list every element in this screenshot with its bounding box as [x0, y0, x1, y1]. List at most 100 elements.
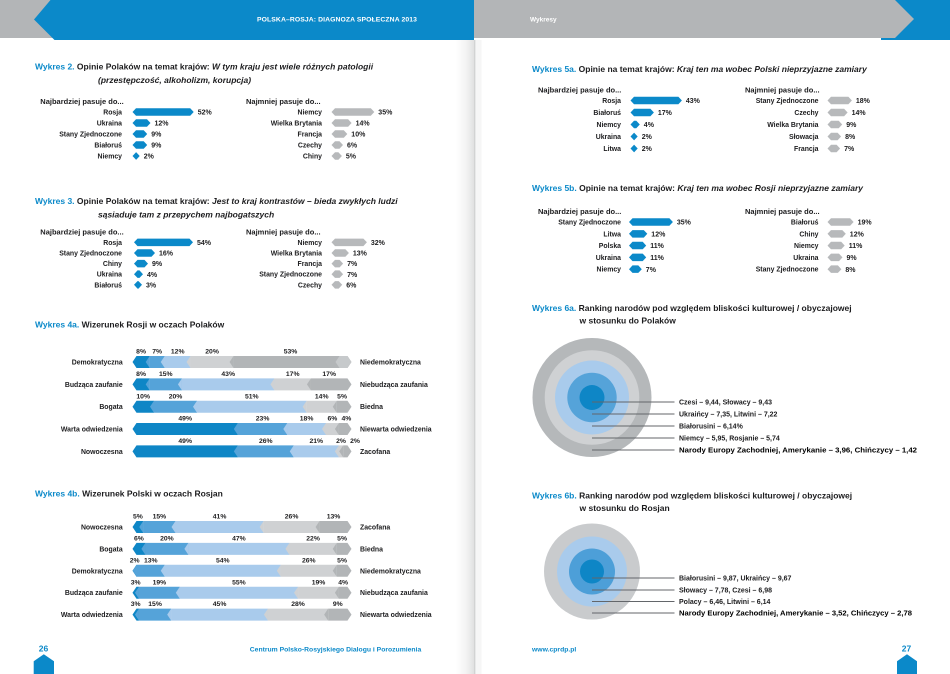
- svg-text:Wielka Brytania: Wielka Brytania: [271, 251, 322, 258]
- svg-text:Wykresy: Wykresy: [530, 17, 557, 24]
- svg-text:43%: 43%: [686, 98, 701, 105]
- svg-text:Najbardziej pasuje do...: Najbardziej pasuje do...: [40, 228, 123, 237]
- svg-text:Niemcy: Niemcy: [297, 240, 322, 247]
- svg-text:13%: 13%: [144, 557, 158, 564]
- svg-text:Niewarta odwiedzenia: Niewarta odwiedzenia: [360, 612, 432, 619]
- svg-text:Wielka Brytania: Wielka Brytania: [767, 122, 818, 129]
- svg-text:4%: 4%: [338, 579, 348, 586]
- svg-text:Zacofana: Zacofana: [360, 449, 390, 456]
- svg-text:18%: 18%: [856, 98, 871, 105]
- svg-text:Litwa: Litwa: [603, 146, 621, 153]
- svg-text:Czesi – 9,44, Słowacy – 9,43: Czesi – 9,44, Słowacy – 9,43: [679, 400, 772, 407]
- svg-text:14%: 14%: [852, 110, 867, 117]
- svg-text:Rosja: Rosja: [103, 110, 122, 117]
- svg-text:7%: 7%: [646, 267, 657, 274]
- svg-text:Wielka Brytania: Wielka Brytania: [271, 121, 322, 128]
- svg-text:45%: 45%: [213, 601, 227, 608]
- svg-text:8%: 8%: [136, 371, 146, 378]
- svg-text:27: 27: [902, 644, 912, 654]
- svg-text:53%: 53%: [284, 349, 298, 356]
- svg-text:Niemcy: Niemcy: [596, 267, 621, 274]
- svg-text:Narody Europy Zachodniej, Amer: Narody Europy Zachodniej, Amerykanie – 3…: [679, 448, 917, 455]
- svg-text:Niemcy – 5,95, Rosjanie – 5,74: Niemcy – 5,95, Rosjanie – 5,74: [679, 436, 780, 443]
- svg-text:11%: 11%: [650, 243, 664, 250]
- svg-text:5%: 5%: [337, 557, 347, 564]
- svg-text:Białoruś: Białoruś: [593, 110, 621, 117]
- svg-text:2%: 2%: [642, 146, 653, 153]
- svg-text:3%: 3%: [131, 579, 141, 586]
- svg-text:20%: 20%: [205, 349, 219, 356]
- svg-text:7%: 7%: [844, 146, 855, 153]
- svg-text:2%: 2%: [130, 557, 140, 564]
- svg-text:2%: 2%: [350, 438, 360, 445]
- svg-text:Białorusini – 9,87, Ukraińcy –: Białorusini – 9,87, Ukraińcy – 9,67: [679, 576, 792, 583]
- svg-text:Chiny: Chiny: [103, 261, 122, 268]
- svg-text:9%: 9%: [151, 132, 162, 139]
- svg-text:26%: 26%: [285, 514, 299, 521]
- svg-text:Nowoczesna: Nowoczesna: [81, 449, 123, 456]
- svg-text:Wykres 6a. Ranking narodów pod: Wykres 6a. Ranking narodów pod względem …: [532, 303, 852, 313]
- svg-text:6%: 6%: [327, 416, 337, 423]
- svg-text:28%: 28%: [291, 601, 305, 608]
- svg-text:9%: 9%: [151, 143, 162, 150]
- svg-text:12%: 12%: [171, 349, 185, 356]
- svg-text:Biedna: Biedna: [360, 404, 383, 411]
- svg-text:7%: 7%: [347, 261, 358, 268]
- svg-text:3%: 3%: [146, 282, 157, 289]
- svg-text:Demokratyczna: Demokratyczna: [72, 360, 123, 367]
- svg-text:Najbardziej pasuje do...: Najbardziej pasuje do...: [538, 207, 621, 216]
- svg-text:17%: 17%: [286, 371, 300, 378]
- svg-text:15%: 15%: [159, 371, 173, 378]
- svg-text:POLSKA–ROSJA: DIAGNOZA SPOŁECZ: POLSKA–ROSJA: DIAGNOZA SPOŁECZNA 2013: [257, 16, 417, 23]
- svg-text:9%: 9%: [152, 261, 163, 268]
- svg-text:Centrum Polsko-Rosyjskiego Dia: Centrum Polsko-Rosyjskiego Dialogu i Por…: [250, 647, 422, 654]
- svg-text:12%: 12%: [651, 231, 666, 238]
- svg-text:Czechy: Czechy: [298, 282, 322, 289]
- svg-text:2%: 2%: [642, 134, 653, 141]
- svg-text:Niedemokratyczna: Niedemokratyczna: [360, 360, 421, 367]
- svg-text:Najmniej pasuje do...: Najmniej pasuje do...: [745, 207, 820, 216]
- svg-text:5%: 5%: [346, 154, 357, 161]
- svg-text:w stosunku do Rosjan: w stosunku do Rosjan: [579, 503, 670, 513]
- svg-text:6%: 6%: [134, 536, 144, 543]
- svg-text:Budząca zaufanie: Budząca zaufanie: [65, 590, 123, 597]
- svg-text:8%: 8%: [845, 267, 856, 274]
- svg-text:w stosunku do Polaków: w stosunku do Polaków: [579, 316, 677, 326]
- svg-text:Rosja: Rosja: [602, 98, 621, 105]
- svg-text:11%: 11%: [650, 255, 664, 262]
- svg-text:49%: 49%: [178, 438, 192, 445]
- svg-text:Najbardziej pasuje do...: Najbardziej pasuje do...: [40, 97, 123, 106]
- svg-text:Francja: Francja: [297, 132, 322, 139]
- svg-text:Najbardziej pasuje do...: Najbardziej pasuje do...: [538, 86, 621, 95]
- svg-text:14%: 14%: [356, 121, 371, 128]
- svg-text:32%: 32%: [371, 240, 386, 247]
- svg-text:54%: 54%: [216, 557, 230, 564]
- svg-text:Wykres 6b. Ranking narodów pod: Wykres 6b. Ranking narodów pod względem …: [532, 491, 852, 501]
- svg-text:17%: 17%: [658, 110, 673, 117]
- svg-text:Zacofana: Zacofana: [360, 525, 390, 532]
- svg-text:Litwa: Litwa: [603, 231, 621, 238]
- svg-text:49%: 49%: [178, 416, 192, 423]
- svg-text:4%: 4%: [644, 122, 655, 129]
- svg-text:9%: 9%: [333, 601, 343, 608]
- svg-text:52%: 52%: [198, 110, 213, 117]
- svg-text:43%: 43%: [221, 371, 235, 378]
- svg-text:13%: 13%: [353, 251, 368, 258]
- svg-text:Najmniej pasuje do...: Najmniej pasuje do...: [246, 228, 321, 237]
- svg-text:Niemcy: Niemcy: [297, 110, 322, 117]
- svg-text:Polacy – 6,46, Litwini – 6,14: Polacy – 6,46, Litwini – 6,14: [679, 599, 771, 606]
- svg-text:8%: 8%: [845, 134, 856, 141]
- svg-text:Ukraina: Ukraina: [97, 272, 122, 279]
- svg-text:Chiny: Chiny: [303, 154, 322, 161]
- svg-text:Narody Europy Zachodniej, Amer: Narody Europy Zachodniej, Amerykanie – 3…: [679, 611, 912, 618]
- svg-text:Warta odwiedzenia: Warta odwiedzenia: [61, 612, 123, 619]
- svg-text:18%: 18%: [300, 416, 314, 423]
- svg-text:sąsiaduje tam z przepychem naj: sąsiaduje tam z przepychem najbogatszych: [98, 210, 274, 220]
- svg-text:9%: 9%: [846, 122, 857, 129]
- svg-text:12%: 12%: [155, 121, 170, 128]
- svg-text:Ukraińcy – 7,35, Litwini – 7,2: Ukraińcy – 7,35, Litwini – 7,22: [679, 412, 778, 419]
- svg-text:Wykres 2. Opinie Polaków na te: Wykres 2. Opinie Polaków na temat krajów…: [35, 62, 374, 72]
- svg-text:4%: 4%: [341, 416, 351, 423]
- svg-text:Czechy: Czechy: [298, 143, 322, 150]
- svg-text:Stany Zjednoczone: Stany Zjednoczone: [756, 267, 819, 274]
